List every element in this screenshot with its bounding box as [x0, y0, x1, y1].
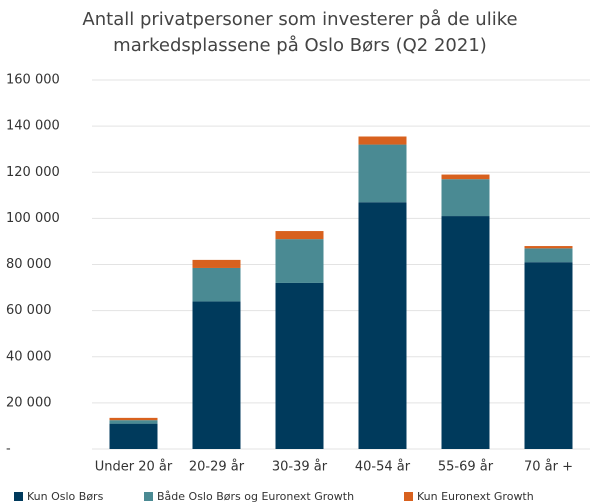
x-tick-label: 40-54 år	[355, 460, 411, 475]
legend-swatch	[144, 492, 153, 501]
y-tick-label: 60 000	[6, 303, 52, 318]
bar-segment	[275, 231, 324, 240]
bar-segment	[358, 136, 407, 145]
bar-segment	[358, 202, 407, 449]
y-tick-label: 20 000	[6, 395, 52, 410]
bar-segment	[441, 179, 490, 217]
bar-segment	[192, 267, 241, 302]
legend-swatch	[14, 492, 23, 501]
y-tick-label: 80 000	[6, 257, 52, 272]
x-tick-label: Under 20 år	[95, 460, 173, 475]
chart-title: Antall privatpersoner som investerer på …	[82, 9, 517, 30]
legend-label: Både Oslo Børs og Euronext Growth	[157, 490, 354, 503]
chart-title: markedsplassene på Oslo Børs (Q2 2021)	[113, 35, 487, 56]
bar-segment	[524, 262, 573, 449]
bar-segment	[275, 282, 324, 449]
x-tick-label: 70 år +	[524, 460, 573, 475]
y-tick-label: 40 000	[6, 349, 52, 364]
bar-segment	[524, 248, 573, 263]
x-tick-label: 55-69 år	[438, 460, 494, 475]
bar-segment	[441, 216, 490, 449]
bar-segment	[524, 246, 573, 249]
y-tick-label: -	[6, 442, 11, 457]
legend-swatch	[404, 492, 413, 501]
bar-segment	[192, 301, 241, 449]
y-tick-label: 120 000	[6, 165, 60, 180]
bar-segment	[109, 423, 158, 449]
legend-label: Kun Oslo Børs	[27, 490, 104, 503]
bar-segment	[192, 259, 241, 268]
bar-segment	[109, 417, 158, 421]
x-tick-label: 20-29 år	[189, 460, 245, 475]
y-tick-label: 160 000	[6, 73, 60, 88]
y-tick-label: 100 000	[6, 211, 60, 226]
legend-label: Kun Euronext Growth	[417, 490, 534, 503]
y-tick-label: 140 000	[6, 119, 60, 134]
bar-segment	[275, 239, 324, 283]
bar-segment	[109, 420, 158, 424]
bar-segment	[358, 144, 407, 203]
x-tick-label: 30-39 år	[272, 460, 328, 475]
bar-segment	[441, 174, 490, 180]
